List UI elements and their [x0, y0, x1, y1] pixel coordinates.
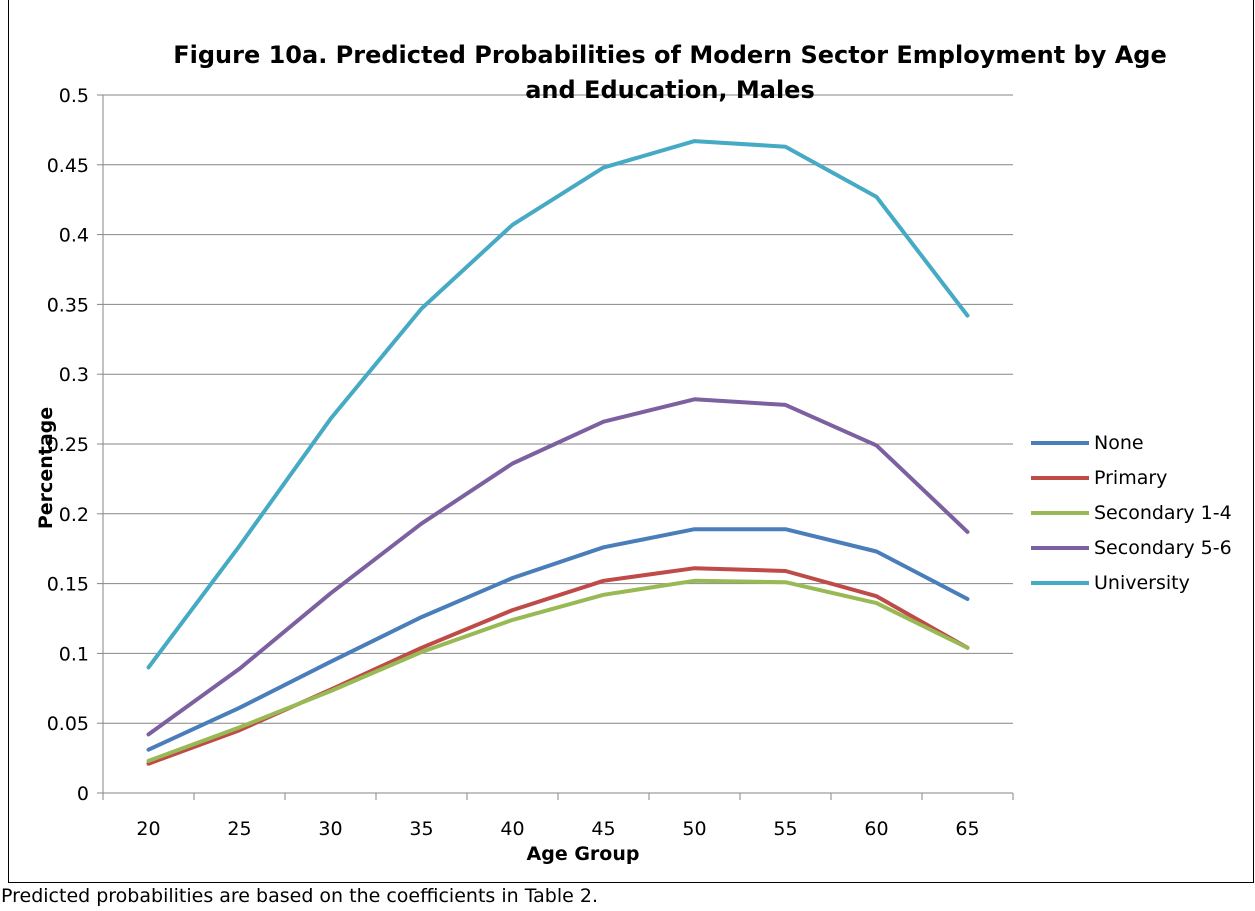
legend-swatch	[1031, 510, 1089, 515]
legend-label: Secondary 1-4	[1094, 501, 1232, 524]
x-tick-label: 30	[318, 818, 342, 840]
y-tick-label: 0.3	[59, 364, 89, 386]
x-tick-label: 65	[955, 818, 979, 840]
legend-label: Primary	[1094, 466, 1168, 489]
legend-item-none: None	[1031, 425, 1232, 460]
series-line-none	[146, 527, 970, 752]
series-line-secondary-1-4	[146, 578, 970, 763]
legend-label: None	[1094, 431, 1144, 454]
x-tick-label: 20	[136, 818, 160, 840]
y-tick-label: 0.2	[59, 504, 89, 526]
x-tick-label: 40	[500, 818, 524, 840]
legend-swatch	[1031, 580, 1089, 585]
x-tick-labels: 20 25 30 35 40 45 50 55 60 65	[136, 818, 979, 840]
legend-item-secondary-5-6: Secondary 5-6	[1031, 530, 1232, 565]
legend-label: Secondary 5-6	[1094, 536, 1232, 559]
legend-swatch	[1031, 440, 1089, 445]
series-lines	[146, 139, 970, 766]
axes	[97, 94, 1014, 800]
x-tick-label: 45	[591, 818, 615, 840]
x-tick-label: 60	[864, 818, 888, 840]
x-tick-label: 55	[773, 818, 797, 840]
y-tick-label: 0.1	[59, 643, 89, 665]
x-tick-label: 25	[227, 818, 251, 840]
x-axis-label: Age Group	[526, 843, 640, 865]
y-tick-label: 0.45	[47, 155, 89, 177]
series-line-university	[146, 139, 970, 670]
legend-swatch	[1031, 545, 1089, 550]
legend-item-university: University	[1031, 565, 1232, 600]
series-line-secondary-5-6	[146, 397, 970, 737]
y-tick-label: 0.35	[47, 294, 89, 316]
legend-item-primary: Primary	[1031, 460, 1232, 495]
footnote: Predicted probabilities are based on the…	[1, 885, 598, 907]
y-tick-label: 0.4	[59, 225, 89, 247]
chart-frame	[8, 0, 1254, 883]
gridlines	[103, 94, 1013, 724]
y-tick-labels: 0 0.05 0.1 0.15 0.2 0.25 0.3 0.35 0.4 0.45 0.5	[47, 85, 89, 805]
legend-item-secondary-1-4: Secondary 1-4	[1031, 495, 1232, 530]
legend-label: University	[1094, 571, 1190, 594]
y-tick-label: 0.05	[47, 713, 89, 735]
chart-title: Figure 10a. Predicted Probabilities of M…	[173, 41, 1167, 104]
y-tick-label: 0.5	[59, 85, 89, 107]
legend: None Primary Secondary 1-4 Secondary 5-6…	[1031, 425, 1232, 600]
y-tick-label: 0.15	[47, 574, 89, 596]
y-tick-label: 0.25	[47, 434, 89, 456]
legend-swatch	[1031, 475, 1089, 480]
x-tick-label: 35	[409, 818, 433, 840]
y-axis-label: Percentage	[35, 406, 57, 530]
x-tick-label: 50	[682, 818, 706, 840]
y-tick-label: 0	[77, 783, 89, 805]
